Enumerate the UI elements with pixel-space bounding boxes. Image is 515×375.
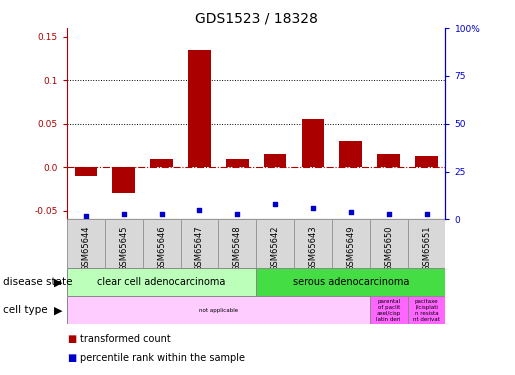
FancyBboxPatch shape bbox=[67, 268, 256, 296]
Text: GSM65648: GSM65648 bbox=[233, 225, 242, 271]
Text: GSM65643: GSM65643 bbox=[308, 225, 317, 271]
Text: pacitaxe
l/cisplati
n resista
nt derivat: pacitaxe l/cisplati n resista nt derivat bbox=[413, 299, 440, 321]
Bar bbox=[264, 154, 286, 167]
FancyBboxPatch shape bbox=[105, 219, 143, 268]
Text: GSM65647: GSM65647 bbox=[195, 225, 204, 271]
FancyBboxPatch shape bbox=[408, 296, 445, 324]
Text: GSM65649: GSM65649 bbox=[347, 225, 355, 271]
Text: serous adenocarcinoma: serous adenocarcinoma bbox=[293, 277, 409, 287]
Text: cell type: cell type bbox=[3, 305, 47, 315]
Point bbox=[195, 207, 203, 213]
FancyBboxPatch shape bbox=[67, 296, 370, 324]
Point bbox=[233, 211, 242, 217]
Text: ▶: ▶ bbox=[54, 305, 63, 315]
Point bbox=[309, 205, 317, 211]
Title: GDS1523 / 18328: GDS1523 / 18328 bbox=[195, 12, 318, 26]
Text: GSM65644: GSM65644 bbox=[81, 225, 90, 271]
FancyBboxPatch shape bbox=[370, 296, 408, 324]
Point bbox=[271, 201, 279, 207]
Bar bbox=[377, 154, 400, 167]
Bar bbox=[75, 167, 97, 176]
Text: parental
of paclit
axel/cisp
latin deri: parental of paclit axel/cisp latin deri bbox=[376, 299, 401, 321]
FancyBboxPatch shape bbox=[67, 219, 105, 268]
Text: GSM65651: GSM65651 bbox=[422, 225, 431, 271]
Bar bbox=[112, 167, 135, 193]
Bar bbox=[415, 156, 438, 167]
Point bbox=[347, 209, 355, 215]
FancyBboxPatch shape bbox=[256, 268, 445, 296]
Text: GSM65645: GSM65645 bbox=[119, 225, 128, 271]
Text: GSM65646: GSM65646 bbox=[157, 225, 166, 271]
Bar bbox=[302, 119, 324, 167]
Text: ■: ■ bbox=[67, 334, 76, 344]
Point bbox=[385, 211, 393, 217]
FancyBboxPatch shape bbox=[143, 219, 181, 268]
FancyBboxPatch shape bbox=[181, 219, 218, 268]
Text: not applicable: not applicable bbox=[199, 308, 238, 313]
FancyBboxPatch shape bbox=[294, 219, 332, 268]
Text: GSM65650: GSM65650 bbox=[384, 225, 393, 271]
Point bbox=[119, 211, 128, 217]
FancyBboxPatch shape bbox=[370, 219, 408, 268]
Point bbox=[422, 211, 431, 217]
Text: GSM65642: GSM65642 bbox=[271, 225, 280, 271]
FancyBboxPatch shape bbox=[408, 219, 445, 268]
FancyBboxPatch shape bbox=[256, 219, 294, 268]
Text: ■: ■ bbox=[67, 353, 76, 363]
Text: disease state: disease state bbox=[3, 277, 72, 287]
Text: transformed count: transformed count bbox=[80, 334, 170, 344]
Bar bbox=[226, 159, 249, 167]
Point bbox=[158, 211, 166, 217]
Bar bbox=[150, 159, 173, 167]
Point bbox=[82, 213, 90, 219]
Text: ▶: ▶ bbox=[54, 277, 63, 287]
Bar bbox=[339, 141, 362, 167]
FancyBboxPatch shape bbox=[332, 219, 370, 268]
Text: percentile rank within the sample: percentile rank within the sample bbox=[80, 353, 245, 363]
Bar bbox=[188, 50, 211, 167]
Text: clear cell adenocarcinoma: clear cell adenocarcinoma bbox=[97, 277, 226, 287]
FancyBboxPatch shape bbox=[218, 219, 256, 268]
